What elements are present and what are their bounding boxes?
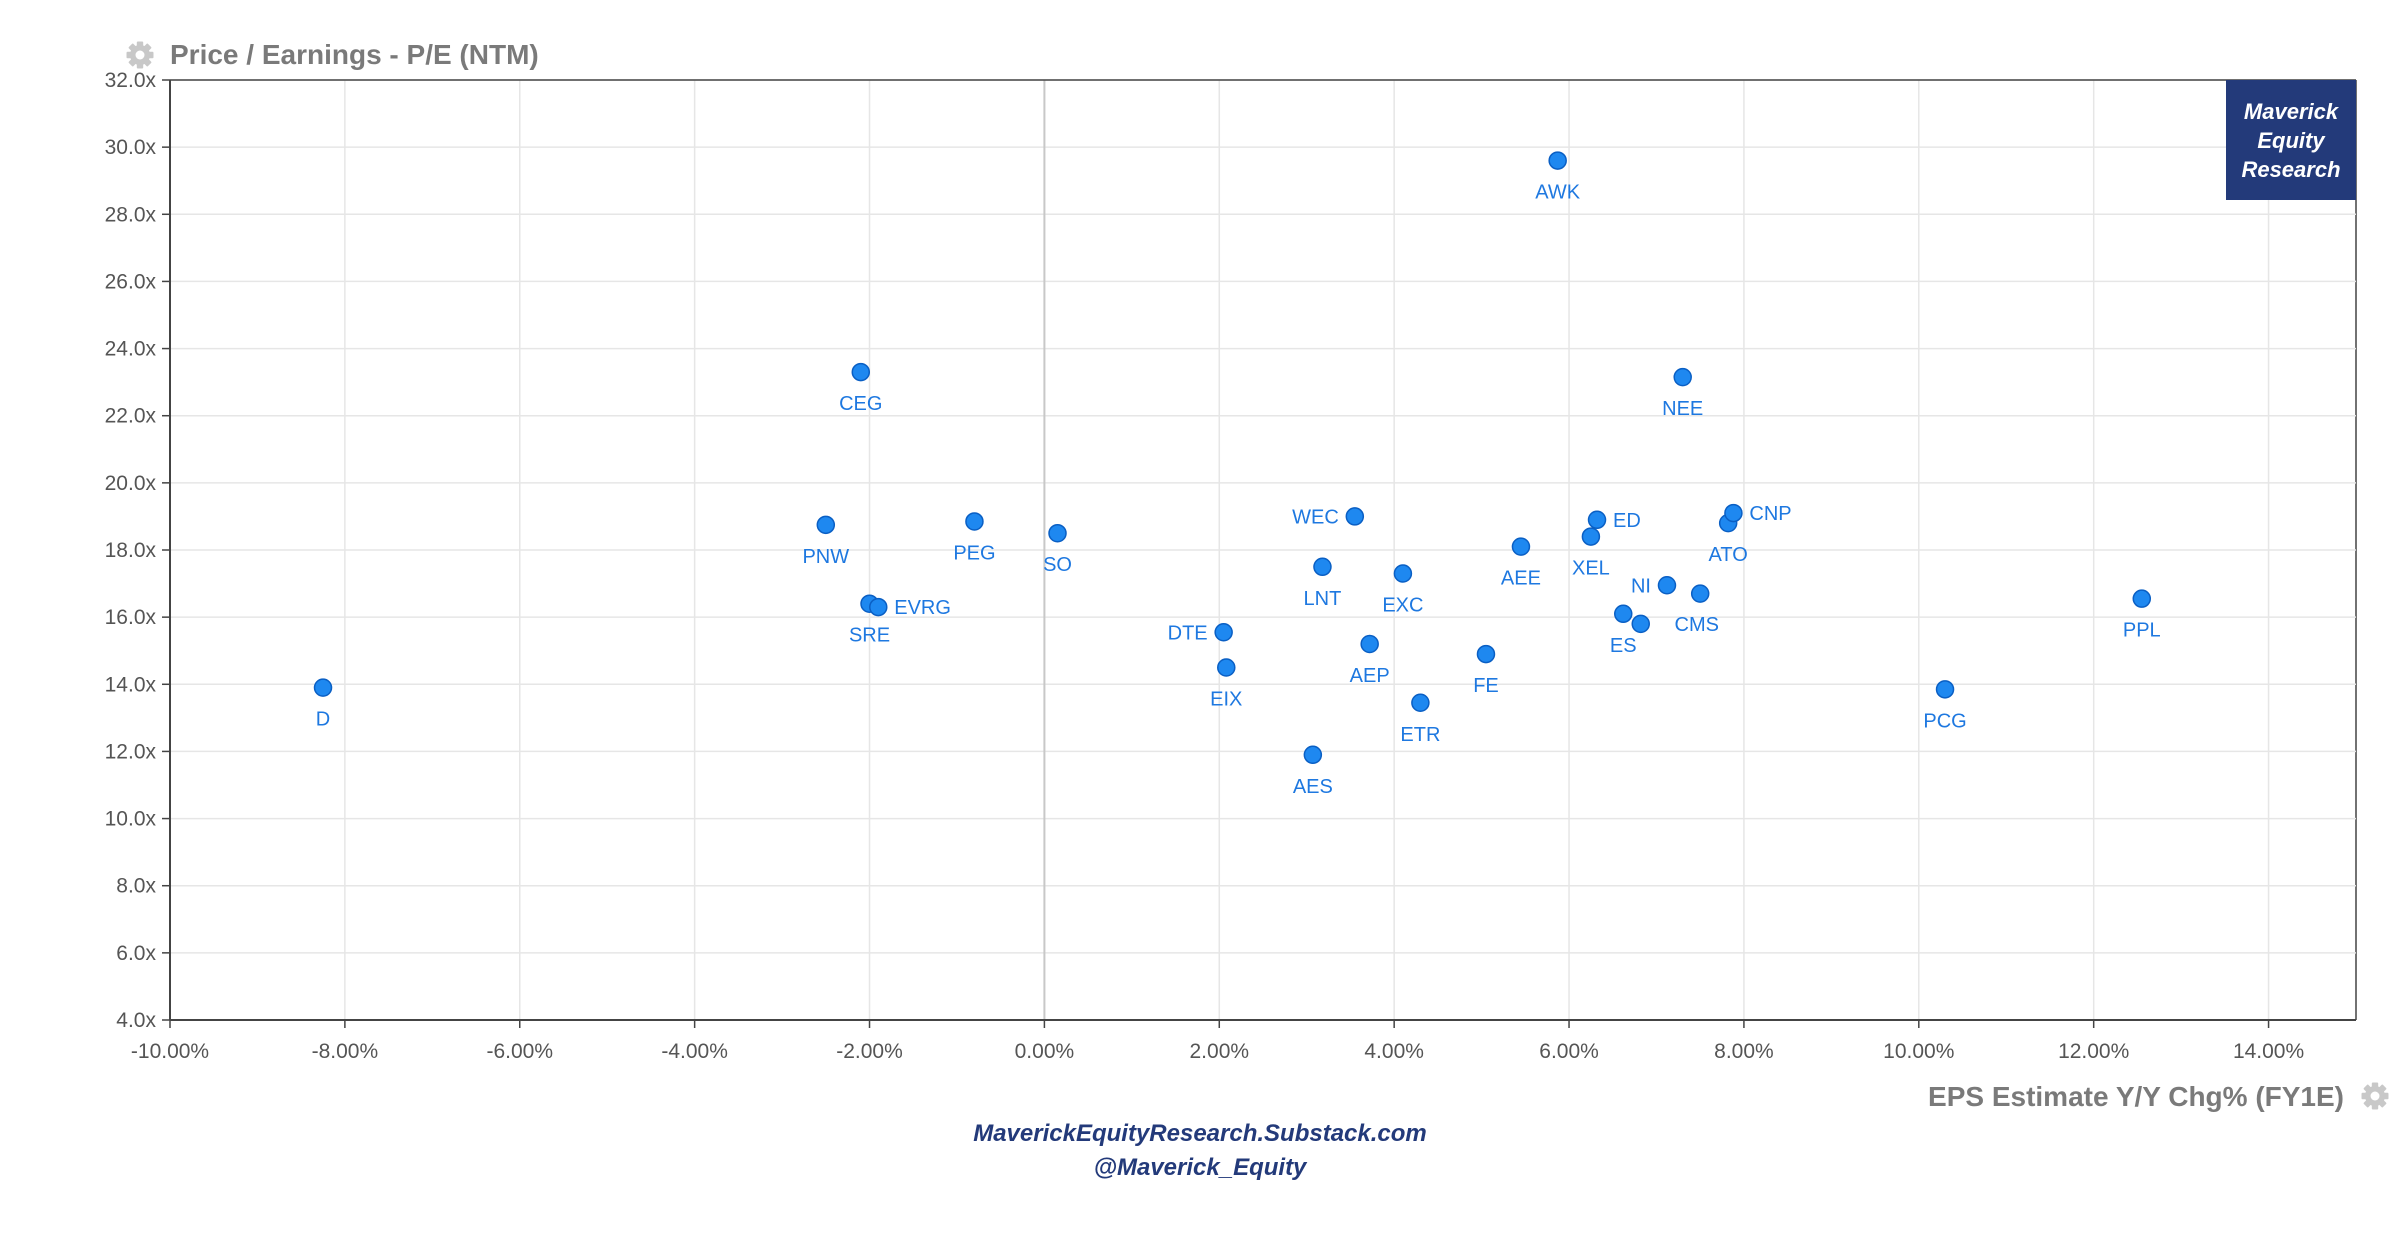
brand-line: Maverick (2243, 98, 2339, 124)
y-tick-label: 32.0x (105, 69, 157, 92)
data-point[interactable] (1217, 658, 1236, 677)
gear-icon[interactable] (2361, 1082, 2389, 1110)
point-label: AEE (1501, 568, 1541, 590)
point-label: ETR (1400, 724, 1440, 746)
point-label: SRE (849, 625, 890, 647)
point-label: CEG (839, 393, 882, 415)
point-label: PEG (953, 542, 995, 564)
y-tick-label: 20.0x (105, 472, 157, 495)
data-point[interactable] (2132, 589, 2152, 608)
y-tick-label: 6.0x (116, 942, 156, 965)
x-tick-label: -4.00% (661, 1040, 728, 1063)
point-label: PNW (802, 546, 849, 568)
x-tick-label: 8.00% (1714, 1040, 1774, 1063)
y-tick-label: 22.0x (105, 405, 157, 428)
y-tick-label: 18.0x (105, 539, 157, 562)
data-point[interactable] (851, 362, 871, 382)
point-label: PCG (1923, 710, 1966, 732)
point-label: EVRG (894, 597, 951, 619)
y-tick-label: 10.0x (105, 808, 157, 831)
x-tick-label: -6.00% (486, 1040, 553, 1063)
brand-logo-box: Maverick Equity Research (2226, 80, 2356, 200)
x-tick-label: 14.00% (2233, 1040, 2304, 1063)
x-axis-title: EPS Estimate Y/Y Chg% (FY1E) (1928, 1081, 2344, 1112)
data-point[interactable] (1048, 523, 1067, 543)
data-point[interactable] (1581, 527, 1601, 546)
y-tick-label: 4.0x (116, 1009, 156, 1032)
footer-handle: @Maverick_Equity (1093, 1154, 1307, 1181)
axes: -10.00% -8.00% -6.00% -4.00% -2.00% 0.00% 2.00… (105, 69, 2356, 1063)
x-tick-label: 2.00% (1190, 1040, 1250, 1063)
data-point[interactable] (1631, 614, 1650, 634)
point-label: EXC (1382, 595, 1423, 617)
data-point[interactable] (313, 678, 333, 697)
x-tick-label: 4.00% (1364, 1040, 1424, 1063)
y-tick-label: 16.0x (105, 606, 157, 629)
chart-title-group[interactable]: Price / Earnings - P/E (NTM) (126, 39, 539, 70)
x-tick-label: -10.00% (131, 1040, 209, 1063)
footer-website: MaverickEquityResearch.Substack.com (973, 1120, 1427, 1147)
data-point[interactable] (1657, 576, 1677, 595)
data-point[interactable] (1511, 537, 1531, 556)
y-tick-label: 30.0x (105, 136, 157, 159)
data-point[interactable] (1690, 584, 1710, 603)
brand-line: Equity (2257, 127, 2325, 153)
grid (169, 79, 2357, 1021)
y-tick-label: 26.0x (105, 270, 157, 293)
point-label: AWK (1535, 182, 1580, 204)
point-label: ES (1610, 635, 1637, 657)
data-point[interactable] (1345, 507, 1365, 526)
point-label: AEP (1350, 665, 1390, 687)
point-label: EIX (1210, 689, 1242, 711)
data-point[interactable] (1313, 557, 1332, 577)
data-point[interactable] (965, 512, 984, 531)
point-label: LNT (1304, 588, 1342, 610)
data-point[interactable] (1935, 680, 1955, 699)
data-point[interactable] (1360, 634, 1379, 654)
y-tick-label: 28.0x (105, 203, 157, 226)
y-tick-label: 24.0x (105, 338, 157, 361)
x-tick-label: 6.00% (1539, 1040, 1599, 1063)
gear-icon[interactable] (126, 41, 154, 69)
y-tick-label: 12.0x (105, 740, 157, 763)
data-point[interactable] (1614, 604, 1633, 624)
point-label: WEC (1292, 506, 1339, 528)
brand-line: Research (2241, 156, 2341, 182)
point-label: CNP (1749, 503, 1791, 525)
point-label: NEE (1662, 398, 1703, 420)
x-tick-label: -2.00% (836, 1040, 903, 1063)
data-point[interactable] (1411, 693, 1430, 712)
point-label: AES (1293, 776, 1333, 798)
point-label: XEL (1572, 558, 1610, 580)
point-label: CMS (1675, 614, 1719, 636)
point-label: DTE (1168, 622, 1208, 644)
data-point[interactable] (1587, 510, 1607, 530)
x-tick-label: 0.00% (1015, 1040, 1075, 1063)
data-point[interactable] (1303, 745, 1323, 765)
x-axis-title-group[interactable]: EPS Estimate Y/Y Chg% (FY1E) (1928, 1081, 2389, 1112)
point-label: ED (1613, 510, 1641, 532)
point-label: FE (1473, 675, 1499, 697)
point-label: ATO (1709, 544, 1748, 566)
point-label: PPL (2123, 620, 2161, 642)
data-point[interactable] (1724, 503, 1743, 523)
data-point[interactable] (816, 515, 836, 535)
data-point[interactable] (1673, 367, 1692, 387)
point-label: SO (1043, 554, 1072, 576)
data-point[interactable] (1548, 151, 1567, 170)
data-point[interactable] (869, 597, 888, 617)
data-point[interactable] (1214, 623, 1233, 642)
x-tick-label: 12.00% (2058, 1040, 2129, 1063)
x-tick-label: -8.00% (312, 1040, 379, 1063)
y-tick-label: 8.0x (116, 875, 156, 898)
data-point[interactable] (1393, 564, 1413, 583)
point-label: D (316, 709, 330, 731)
point-label: NI (1631, 575, 1651, 597)
y-tick-label: 14.0x (105, 673, 157, 696)
chart-title: Price / Earnings - P/E (NTM) (170, 39, 539, 70)
data-point[interactable] (1476, 644, 1496, 664)
x-tick-label: 10.00% (1883, 1040, 1954, 1063)
